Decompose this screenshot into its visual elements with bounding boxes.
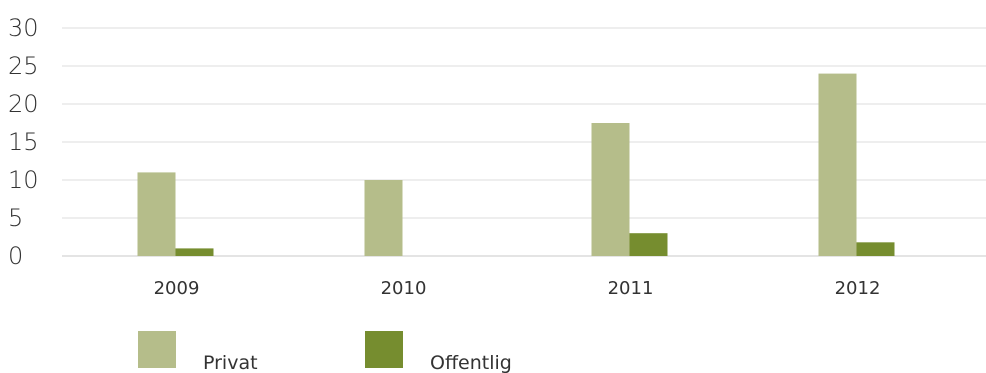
bar-privat-2010: [364, 180, 403, 256]
x-axis-ticks: 2009 2010 2011 2012: [154, 278, 881, 299]
bar-offentlig-2009: [175, 248, 214, 256]
legend-item-privat: Privat: [138, 331, 258, 373]
legend-label-offentlig: Offentlig: [430, 352, 512, 373]
y-tick-label-15: 15: [8, 128, 39, 156]
legend-swatch-privat: [138, 331, 176, 368]
x-tick-label-2010: 2010: [381, 278, 427, 299]
legend-swatch-offentlig: [365, 331, 403, 368]
x-tick-label-2009: 2009: [154, 278, 200, 299]
y-tick-label-5: 5: [8, 204, 23, 232]
bar-offentlig-2012: [856, 242, 895, 256]
legend: Privat Offentlig: [138, 331, 512, 373]
bar-privat-2012: [818, 73, 857, 256]
y-tick-label-25: 25: [8, 52, 39, 80]
y-tick-label-0: 0: [8, 242, 23, 270]
bar-privat-2009: [137, 172, 176, 256]
bar-privat-2011: [591, 123, 630, 256]
y-tick-label-10: 10: [8, 166, 39, 194]
x-tick-label-2012: 2012: [835, 278, 881, 299]
x-tick-label-2011: 2011: [608, 278, 654, 299]
legend-label-privat: Privat: [203, 352, 258, 373]
bars: [137, 73, 895, 256]
grid-lines: [62, 27, 986, 257]
y-tick-label-30: 30: [8, 14, 39, 42]
bar-offentlig-2011: [629, 233, 668, 256]
y-axis-ticks: 0 5 10 15 20 25 30: [8, 14, 39, 270]
legend-item-offentlig: Offentlig: [365, 331, 512, 373]
y-tick-label-20: 20: [8, 90, 39, 118]
